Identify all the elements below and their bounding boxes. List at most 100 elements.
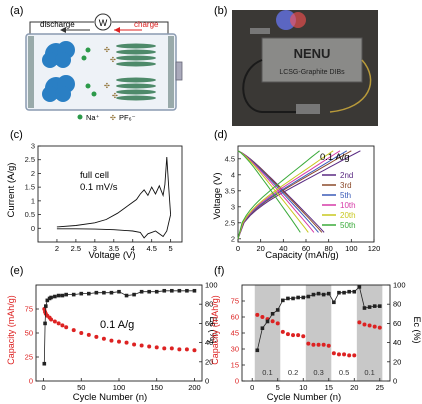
capacity-point bbox=[280, 329, 285, 334]
panel-d-ylabel: Voltage (V) bbox=[212, 173, 223, 220]
svg-text:✣: ✣ bbox=[104, 82, 110, 90]
discharge-label: discharge bbox=[40, 20, 75, 29]
discharge-curve-10th bbox=[237, 150, 315, 233]
anode-collector bbox=[168, 36, 174, 108]
capacity-point bbox=[192, 348, 197, 353]
efficiency-point bbox=[337, 290, 341, 295]
y-tick-label: 4 bbox=[231, 170, 235, 179]
capacity-point bbox=[260, 315, 265, 319]
capacity-point bbox=[162, 346, 167, 351]
efficiency-point bbox=[352, 289, 357, 294]
capacity-point bbox=[94, 334, 99, 339]
charge-curve-20th bbox=[237, 150, 334, 239]
circuit-wire bbox=[112, 21, 169, 34]
capacity-point bbox=[49, 317, 54, 322]
graphite-cathode bbox=[116, 43, 156, 101]
efficiency-point bbox=[64, 292, 68, 297]
efficiency-point bbox=[109, 290, 114, 295]
capacity-point bbox=[372, 324, 377, 329]
legend-label: 20th bbox=[340, 211, 356, 220]
discharge-curve-50th bbox=[237, 150, 301, 233]
capacity-point bbox=[56, 321, 61, 326]
efficiency-point bbox=[147, 289, 151, 294]
efficiency-point bbox=[347, 289, 351, 294]
y2-tick-label: 40 bbox=[205, 338, 213, 347]
capacity-point bbox=[321, 342, 326, 347]
cv-anodic-scan bbox=[56, 156, 172, 228]
cell-cap bbox=[175, 61, 183, 81]
capacity-point bbox=[109, 338, 114, 343]
legend-label: 5th bbox=[340, 191, 351, 200]
y2-tick-label: 0 bbox=[393, 377, 397, 386]
panel-a-label: (a) bbox=[10, 5, 23, 17]
panel-f-ylabel-left: Capacity (mAh/g) bbox=[210, 295, 220, 365]
efficiency-point bbox=[56, 293, 61, 298]
panel-b-photo: NENU LCSG-Graphite DIBs bbox=[232, 10, 378, 126]
legend-label: 50th bbox=[340, 221, 356, 230]
y2-tick-label: 80 bbox=[205, 300, 213, 309]
y-tick-label: 2 bbox=[231, 234, 235, 243]
efficiency-point bbox=[102, 290, 106, 295]
panel-c-cv-chart: 2 2.5 3 3.5 4 4.5 5 0 0.5 1 1.5 2 2.5 3 bbox=[25, 142, 183, 253]
y2-tick-label: 100 bbox=[205, 281, 218, 290]
pf-legend-marker: ✣ bbox=[110, 114, 116, 122]
rate-shade bbox=[356, 285, 383, 381]
capacity-point bbox=[117, 339, 121, 344]
efficiency-point bbox=[326, 291, 331, 296]
x-tick-label: 200 bbox=[188, 383, 201, 392]
capacity-point bbox=[154, 345, 159, 350]
capacity-point bbox=[169, 346, 174, 351]
capacity-point bbox=[311, 342, 316, 347]
discharge-arrowhead bbox=[60, 27, 66, 33]
capacity-point bbox=[147, 344, 152, 349]
panel-c-note-2: 0.1 mV/s bbox=[80, 182, 118, 193]
efficiency-point bbox=[192, 288, 197, 293]
panel-e-label: (e) bbox=[10, 265, 23, 277]
y2-tick-label: 100 bbox=[393, 281, 406, 290]
capacity-point bbox=[367, 323, 372, 328]
panel-f-label: (f) bbox=[214, 265, 224, 277]
capacity-point bbox=[132, 342, 137, 347]
efficiency-point bbox=[79, 291, 84, 296]
capacity-point bbox=[291, 333, 296, 338]
panel-e-ylabel-right: Ec (%) bbox=[208, 317, 218, 344]
efficiency-point bbox=[321, 292, 326, 297]
na-legend-marker bbox=[77, 114, 83, 120]
discharge-curve-20th bbox=[237, 150, 309, 233]
x-tick-label: 15 bbox=[325, 383, 333, 392]
x-tick-label: 3.5 bbox=[109, 244, 119, 253]
charge-label: charge bbox=[134, 20, 159, 29]
y2-tick-label: 60 bbox=[393, 319, 401, 328]
y-tick-label: 25 bbox=[25, 353, 33, 362]
capacity-point bbox=[71, 328, 76, 333]
capacity-point bbox=[86, 332, 91, 337]
panel-d-note: 0.1 A/g bbox=[320, 152, 350, 163]
y-tick-label: 0 bbox=[31, 224, 35, 233]
y-tick-label: 1.5 bbox=[25, 183, 35, 192]
na-legend-label: Na⁺ bbox=[86, 113, 100, 122]
efficiency-point bbox=[316, 291, 321, 296]
capacity-point bbox=[184, 347, 189, 352]
y2-tick-label: 20 bbox=[205, 357, 213, 366]
rate-shade bbox=[305, 285, 332, 381]
clip bbox=[296, 104, 320, 114]
rate-label: 0.3 bbox=[313, 368, 323, 377]
panel-f-xlabel: Cycle Number (n) bbox=[267, 392, 341, 403]
x-tick-label: 4.5 bbox=[146, 244, 156, 253]
efficiency-point bbox=[265, 319, 270, 324]
efficiency-point bbox=[301, 295, 306, 300]
x-tick-label: 120 bbox=[368, 244, 381, 253]
pf-legend-label: PF₆⁻ bbox=[119, 113, 136, 122]
y-tick-label: 3 bbox=[231, 202, 235, 211]
plot-frame bbox=[35, 284, 203, 382]
efficiency-point bbox=[270, 312, 275, 316]
rate-label: 0.2 bbox=[288, 368, 298, 377]
efficiency-point bbox=[367, 305, 372, 309]
efficiency-point bbox=[362, 306, 367, 310]
cathode-collector bbox=[28, 36, 34, 108]
capacity-point bbox=[255, 312, 260, 317]
efficiency-point bbox=[311, 292, 316, 297]
photo-subtitle: LCSG-Graphite DIBs bbox=[279, 69, 345, 76]
efficiency-point bbox=[357, 285, 362, 289]
y-tick-label: 50 bbox=[25, 329, 33, 338]
